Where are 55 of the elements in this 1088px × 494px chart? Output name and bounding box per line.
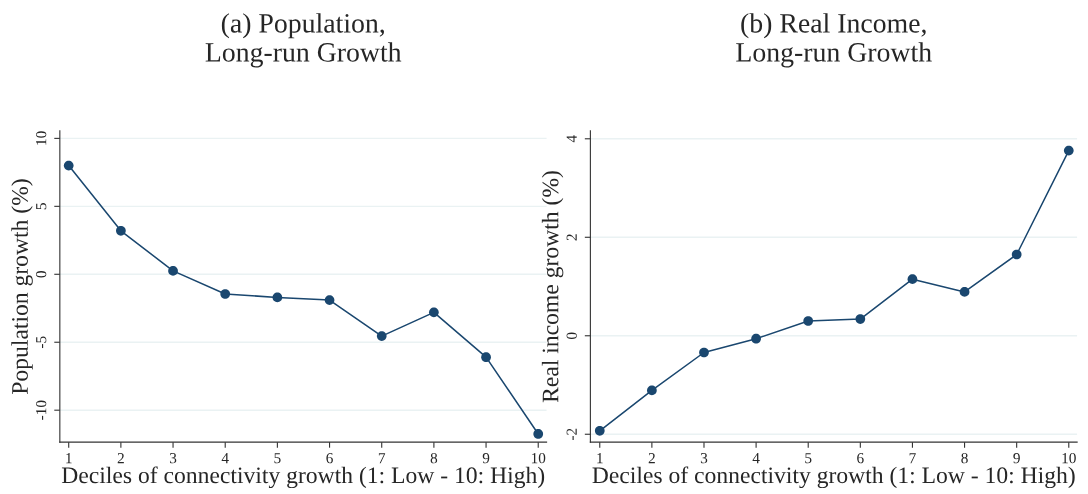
- point: [63, 160, 74, 171]
- point: [116, 225, 126, 236]
- point: [699, 347, 709, 358]
- x-tick-label: 1: [597, 453, 603, 464]
- point: [751, 333, 761, 344]
- y-tick-label: -5: [36, 336, 47, 349]
- x-tick-label: 1: [66, 453, 72, 464]
- chart-title: (a) Population, Long-run Growth: [205, 13, 402, 68]
- point: [220, 289, 231, 299]
- x-tick-label: 4: [752, 453, 760, 464]
- point: [168, 266, 178, 276]
- point: [1063, 145, 1074, 156]
- x-tick-label: 8: [961, 452, 968, 464]
- point: [594, 425, 605, 436]
- x-tick-label: 3: [169, 453, 177, 464]
- y-tick-label: 10: [36, 131, 47, 145]
- x-tick-label: 8: [430, 452, 438, 464]
- y-tick-label: 2: [566, 234, 577, 241]
- y-tick-label: 0: [566, 332, 577, 339]
- y-tick-label: 5: [36, 203, 47, 210]
- point: [855, 314, 866, 324]
- point: [324, 295, 335, 305]
- x-tick-label: 9: [1013, 453, 1020, 464]
- x-tick-label: 10: [1062, 452, 1076, 464]
- x-axis-title: Deciles of connectivity growth (1: Low - 10: High): [592, 466, 1075, 489]
- x-tick-label: 3: [700, 453, 708, 464]
- point: [481, 352, 491, 363]
- point: [959, 287, 970, 297]
- point: [907, 274, 918, 284]
- x-tick-label: 6: [857, 453, 864, 464]
- x-tick-label: 2: [648, 453, 655, 464]
- x-tick-label: 7: [909, 453, 916, 464]
- x-tick-label: 4: [221, 453, 229, 464]
- point: [376, 331, 387, 341]
- point: [1011, 249, 1022, 260]
- point: [803, 316, 814, 326]
- chart-title: (b) Real Income, Long-run Growth: [736, 13, 932, 68]
- y-tick-label: 0: [36, 271, 47, 278]
- y-axis-title: Population growth (%): [11, 179, 33, 395]
- x-tick-label: 10: [531, 452, 546, 464]
- point: [272, 292, 283, 303]
- y-tick-label: -10: [36, 400, 47, 420]
- x-tick-label: 5: [274, 453, 281, 464]
- x-tick-label: 9: [482, 453, 490, 464]
- point: [533, 429, 544, 439]
- y-axis-title: Real income growth (%): [541, 171, 564, 403]
- y-tick-label: 4: [566, 135, 577, 143]
- x-tick-label: 5: [805, 453, 812, 464]
- x-tick-label: 7: [378, 453, 386, 464]
- point: [429, 307, 439, 318]
- x-tick-label: 2: [117, 453, 124, 464]
- x-axis-title: Deciles of connectivity growth (1: Low - 10: High): [61, 466, 545, 489]
- point: [647, 385, 657, 396]
- y-tick-label: -2: [566, 428, 577, 441]
- x-tick-label: 6: [326, 453, 333, 464]
